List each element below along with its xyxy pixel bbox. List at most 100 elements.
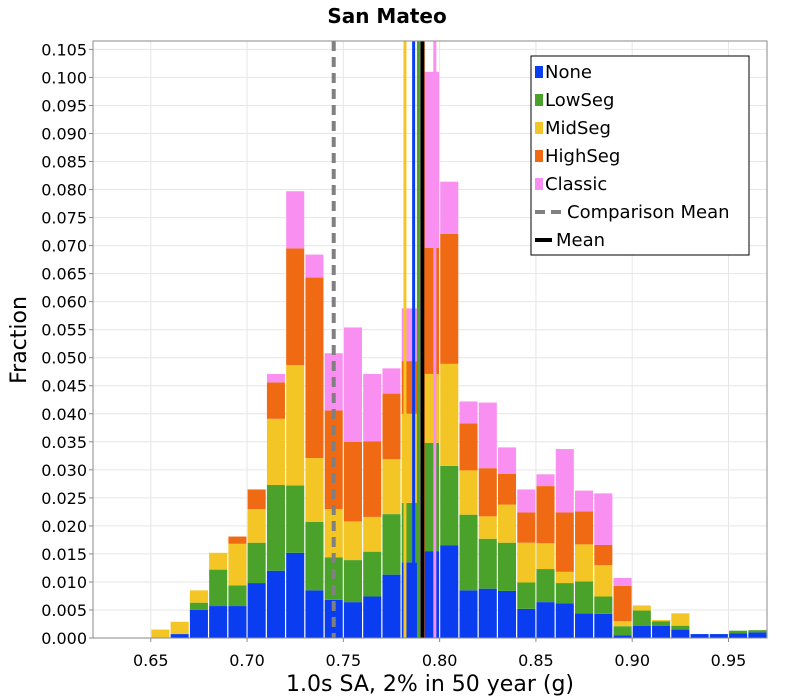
y-tick-label: 0.045 bbox=[41, 377, 87, 396]
bar-segment-none bbox=[286, 552, 305, 638]
bar-segment-lowseg bbox=[266, 484, 285, 571]
bar-segment-classic bbox=[594, 493, 613, 545]
bar-segment-lowseg bbox=[247, 542, 266, 584]
legend-label: Classic bbox=[545, 174, 607, 195]
bar-segment-highseg bbox=[343, 441, 362, 522]
y-tick-label: 0.070 bbox=[41, 237, 87, 256]
bar-segment-midseg bbox=[228, 543, 247, 586]
legend-label: Mean bbox=[556, 230, 605, 251]
bar-segment-highseg bbox=[594, 544, 613, 566]
y-tick-label: 0.100 bbox=[41, 68, 87, 87]
bar-segment-none bbox=[575, 613, 594, 638]
bar-segment-highseg bbox=[305, 277, 324, 459]
y-tick-label: 0.090 bbox=[41, 124, 87, 143]
bar-segment-lowseg bbox=[343, 560, 362, 603]
bar-segment-highseg bbox=[459, 423, 478, 471]
y-tick-label: 0.005 bbox=[41, 601, 87, 620]
bar-segment-midseg bbox=[671, 613, 690, 626]
plot-frame bbox=[92, 40, 768, 639]
bar-segment-lowseg bbox=[575, 581, 594, 614]
y-tick-label: 0.055 bbox=[41, 321, 87, 340]
bar-segment-none bbox=[478, 588, 497, 638]
bar-segment-none bbox=[594, 613, 613, 638]
bar-segment-none bbox=[440, 545, 459, 638]
bar-segment-classic bbox=[305, 254, 324, 278]
bar-segment-none bbox=[536, 602, 555, 638]
bar-segment-classic bbox=[575, 490, 594, 512]
bar-segment-lowseg bbox=[536, 569, 555, 603]
bar-segment-midseg bbox=[247, 509, 266, 543]
bar-segment-lowseg bbox=[671, 625, 690, 630]
bar-segment-none bbox=[305, 590, 324, 638]
bar-segment-highseg bbox=[382, 393, 401, 460]
y-tick-label: 0.020 bbox=[41, 517, 87, 536]
legend-label: LowSeg bbox=[545, 90, 614, 111]
bar-segment-midseg bbox=[536, 543, 555, 570]
y-tick-label: 0.065 bbox=[41, 265, 87, 284]
bar-segment-classic bbox=[363, 373, 382, 442]
y-tick-label: 0.075 bbox=[41, 209, 87, 228]
bar-segment-midseg bbox=[324, 509, 343, 558]
x-tick-label: 0.75 bbox=[326, 651, 362, 670]
chart-title: San Mateo bbox=[327, 4, 446, 28]
bar-segment-none bbox=[729, 633, 748, 638]
legend-label: MidSeg bbox=[545, 118, 611, 139]
bar-segment-midseg bbox=[266, 418, 285, 485]
bar-segment-highseg bbox=[517, 512, 536, 543]
bar-segment-lowseg bbox=[209, 569, 228, 607]
bar-segment-lowseg bbox=[305, 521, 324, 591]
y-tick-label: 0.025 bbox=[41, 489, 87, 508]
bar-segment-midseg bbox=[594, 565, 613, 597]
bar-segment-highseg bbox=[363, 441, 382, 517]
bar-segment-none bbox=[613, 635, 632, 638]
legend-swatch-none bbox=[535, 66, 543, 78]
y-tick-label: 0.000 bbox=[41, 629, 87, 648]
legend-swatch-midseg bbox=[535, 122, 543, 134]
bar-segment-lowseg bbox=[459, 514, 478, 591]
bar-segment-lowseg bbox=[228, 585, 247, 607]
bar-segment-highseg bbox=[266, 382, 285, 419]
bar-segment-classic bbox=[266, 373, 285, 383]
bar-segment-lowseg bbox=[748, 630, 767, 633]
bar-segment-lowseg bbox=[189, 602, 208, 610]
bar-segment-classic bbox=[440, 181, 459, 234]
bar-segment-highseg bbox=[247, 489, 266, 510]
y-axis-ticks: 0.000 0.005 0.010 0.015 0.020 0.025 0.030 0.035… bbox=[41, 40, 93, 648]
x-tick-label: 0.80 bbox=[422, 651, 458, 670]
y-tick-label: 0.095 bbox=[41, 96, 87, 115]
bar-segment-midseg bbox=[555, 571, 574, 584]
bar-segment-classic bbox=[536, 474, 555, 487]
bar-segment-midseg bbox=[382, 459, 401, 515]
bar-segment-lowseg bbox=[440, 465, 459, 546]
y-tick-label: 0.040 bbox=[41, 405, 87, 424]
bar-segment-none bbox=[498, 590, 517, 638]
bar-segment-none bbox=[459, 590, 478, 638]
bar-segment-midseg bbox=[632, 606, 651, 611]
x-tick-label: 0.90 bbox=[614, 651, 650, 670]
bar-segment-none bbox=[555, 603, 574, 638]
y-tick-label: 0.015 bbox=[41, 545, 87, 564]
legend-box bbox=[530, 55, 750, 256]
bar-segment-lowseg bbox=[594, 596, 613, 614]
bar-segment-lowseg bbox=[632, 610, 651, 626]
bar-segment-none bbox=[363, 596, 382, 638]
x-tick-label: 0.85 bbox=[518, 651, 554, 670]
bar-segment-none bbox=[189, 609, 208, 638]
bar-segment-classic bbox=[517, 489, 536, 513]
bar-segment-classic bbox=[613, 578, 632, 586]
bar-segment-classic bbox=[343, 327, 362, 442]
bar-segment-highseg bbox=[228, 536, 247, 544]
x-axis-label: 1.0s SA, 2% in 50 year (g) bbox=[286, 672, 574, 697]
bar-segment-midseg bbox=[575, 544, 594, 582]
bar-segment-midseg bbox=[517, 542, 536, 583]
bar-segment-none bbox=[671, 629, 690, 638]
bar-segment-highseg bbox=[613, 585, 632, 622]
bar-segment-classic bbox=[632, 605, 651, 607]
bar-segment-midseg bbox=[189, 590, 208, 603]
bar-segment-lowseg bbox=[555, 583, 574, 604]
bar-segment-classic bbox=[478, 402, 497, 469]
bar-segment-lowseg bbox=[382, 514, 401, 575]
bar-segment-midseg bbox=[305, 458, 324, 522]
bar-segment-classic bbox=[459, 401, 478, 424]
bar-segment-classic bbox=[498, 447, 517, 474]
